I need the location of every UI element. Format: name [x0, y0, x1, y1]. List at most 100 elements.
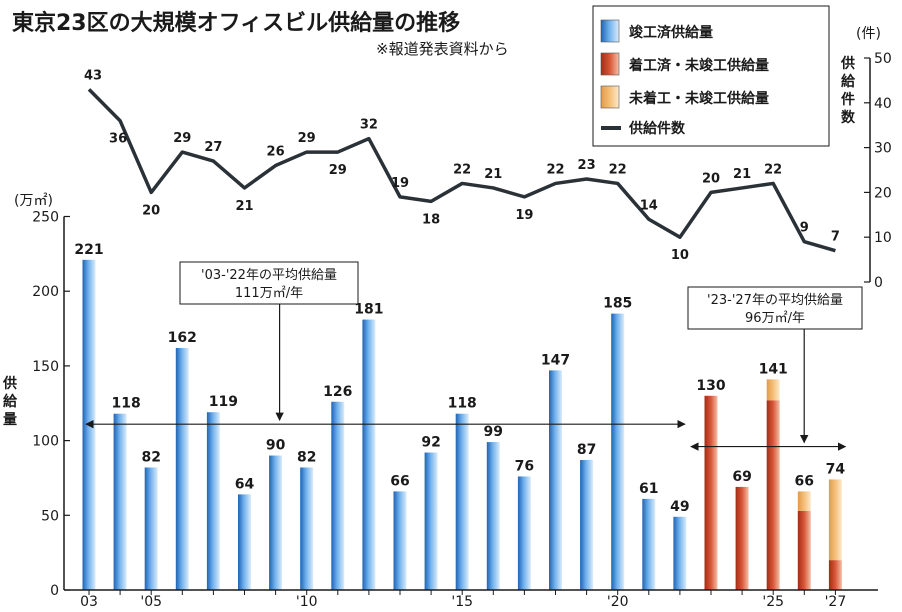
- count-value-label: 27: [204, 140, 222, 155]
- bar-value-label: 162: [168, 330, 197, 346]
- bar-not-started-2025: [766, 379, 780, 401]
- bar-value-label: 66: [390, 473, 409, 489]
- bar-value-label: 119: [209, 394, 238, 410]
- bar-value-label: 87: [577, 442, 596, 458]
- left-axis-tick-label: 200: [32, 284, 59, 300]
- left-axis-label-char: 給: [3, 393, 18, 410]
- bar-under-construction-2025: [766, 400, 780, 590]
- count-value-label: 22: [764, 162, 782, 177]
- left-axis-tick-label: 150: [32, 359, 59, 375]
- bar-value-label: 126: [323, 384, 352, 400]
- count-value-label: 36: [109, 132, 127, 147]
- right-axis-unit: (件): [856, 26, 881, 42]
- average-callout-1-box: [179, 261, 359, 305]
- bar-completed-2009: [269, 455, 283, 590]
- bars-group: 221 118 82 162 119 64 90 82 126 181 66 92 118 99 76 147…: [74, 242, 845, 590]
- bar-completed-2008: [238, 494, 251, 590]
- x-axis-tick-label: '20: [607, 594, 629, 610]
- count-value-label: 20: [142, 203, 160, 218]
- bar-completed-2017: [517, 476, 531, 590]
- annotations-group: '03-'22年の平均供給量 111万㎡/年 '23-'27年の平均供給量 96万㎡/…: [85, 261, 863, 451]
- count-value-label: 22: [609, 162, 627, 177]
- count-value-label: 21: [235, 199, 253, 214]
- bar-value-label: 82: [297, 449, 316, 465]
- bar-value-label: 90: [266, 438, 286, 454]
- legend-swatch-under-construction: [600, 52, 620, 76]
- legend-label: 供給件数: [628, 120, 686, 137]
- count-value-label: 10: [671, 248, 689, 263]
- bar-completed-2020: [611, 313, 625, 590]
- bar-completed-2022: [673, 516, 687, 590]
- count-value-label: 21: [733, 167, 751, 182]
- legend-swatch-not-started: [600, 85, 620, 109]
- count-value-label: 43: [84, 68, 102, 83]
- bar-completed-2013: [393, 491, 407, 590]
- left-axis-label-char: 供: [2, 375, 17, 392]
- bar-completed-2021: [642, 498, 656, 590]
- bar-value-label: 147: [541, 352, 570, 368]
- bar-value-label: 130: [696, 378, 725, 394]
- bar-value-label: 99: [484, 424, 503, 440]
- x-axis-tick-label: '10: [296, 594, 318, 610]
- left-axis-tick-label: 250: [32, 210, 59, 226]
- average-callout-1-value: 111万㎡/年: [235, 286, 303, 301]
- legend-label: 竣工済供給量: [629, 24, 713, 41]
- bar-completed-2006: [175, 347, 189, 590]
- bar-value-label: 74: [826, 461, 846, 477]
- count-value-label: 23: [578, 158, 596, 173]
- bar-completed-2014: [424, 452, 438, 590]
- count-value-label: 29: [298, 131, 316, 146]
- right-axis-tick-label: 20: [874, 185, 892, 201]
- legend-label: 未着工・未竣工供給量: [629, 90, 769, 107]
- count-value-label: 18: [422, 212, 440, 227]
- bar-under-construction-2026: [797, 510, 811, 590]
- count-value-label: 26: [267, 145, 285, 160]
- bar-completed-2010: [300, 467, 314, 590]
- x-axis-tick-label: '15: [451, 594, 473, 610]
- right-axis-label-char: 給: [841, 73, 856, 90]
- bar-completed-2015: [455, 413, 469, 590]
- average-callout-2-title: '23-'27年の平均供給量: [707, 293, 843, 308]
- count-value-label: 22: [453, 162, 471, 177]
- count-value-label: 20: [702, 171, 720, 186]
- count-value-label: 7: [831, 230, 840, 245]
- count-value-label: 14: [640, 198, 658, 213]
- bar-completed-2011: [331, 401, 345, 590]
- bar-value-label: 76: [515, 458, 534, 474]
- bar-value-label: 185: [603, 296, 632, 312]
- bar-value-label: 118: [111, 396, 140, 412]
- bar-under-construction-2024: [735, 486, 749, 590]
- bar-completed-2007: [206, 412, 220, 590]
- bar-not-started-2027: [828, 479, 842, 561]
- bar-completed-2018: [549, 370, 562, 590]
- right-axis-tick-label: 0: [874, 275, 883, 291]
- legend-label: 着工済・未竣工供給量: [628, 57, 769, 74]
- right-axis-label-char: 数: [841, 109, 856, 126]
- right-axis-tick-label: 10: [874, 230, 892, 246]
- bar-value-label: 61: [639, 481, 658, 497]
- bar-completed-2005: [144, 467, 158, 590]
- average-callout-2-value: 96万㎡/年: [745, 311, 805, 326]
- right-axis-label-char: 件: [841, 91, 855, 108]
- chart-title: 東京23区の大規模オフィスビル供給量の推移: [12, 10, 460, 36]
- bar-value-label: 118: [448, 396, 477, 412]
- count-value-label: 32: [360, 118, 378, 133]
- bar-value-label: 221: [74, 242, 103, 258]
- count-value-label: 29: [329, 163, 347, 178]
- bar-completed-2016: [486, 442, 500, 590]
- bar-completed-2012: [362, 319, 376, 590]
- average-callout-1-title: '03-'22年の平均供給量: [201, 268, 337, 283]
- count-value-label: 9: [800, 221, 809, 236]
- bar-under-construction-2023: [704, 395, 718, 590]
- count-line-group: 43 36 20 29 27 21 26 29 29 32 19 18 22 21 19 22 23 22 14 10…: [84, 68, 840, 263]
- bar-value-label: 92: [421, 435, 440, 451]
- left-axis-unit: (万㎡): [14, 193, 53, 209]
- left-axis-tick-label: 50: [41, 508, 59, 524]
- bar-under-construction-2027: [828, 560, 842, 590]
- count-value-label: 29: [173, 131, 191, 146]
- left-axis-label-char: 量: [3, 412, 17, 428]
- bar-completed-2004: [113, 413, 127, 590]
